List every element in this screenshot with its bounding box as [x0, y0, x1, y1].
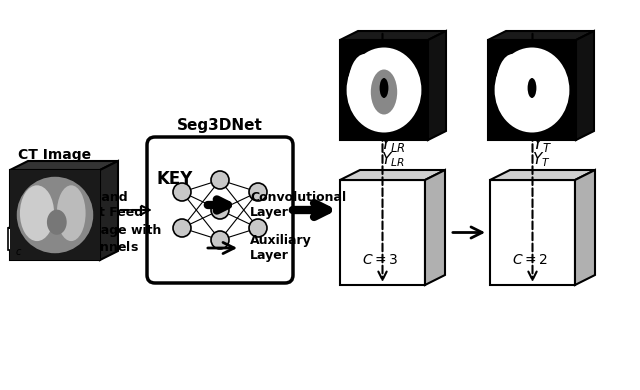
Text: KEY: KEY	[157, 170, 193, 188]
Polygon shape	[10, 161, 118, 170]
Polygon shape	[8, 224, 38, 228]
Polygon shape	[425, 170, 445, 285]
Polygon shape	[30, 224, 38, 250]
Text: $C = 2$: $C = 2$	[513, 253, 548, 267]
Circle shape	[249, 183, 267, 201]
Polygon shape	[340, 40, 428, 140]
Polygon shape	[340, 170, 445, 180]
Polygon shape	[100, 161, 118, 260]
Polygon shape	[10, 170, 100, 260]
Text: $c$: $c$	[15, 247, 22, 257]
Polygon shape	[490, 170, 595, 180]
Polygon shape	[488, 31, 594, 40]
Circle shape	[173, 219, 191, 237]
FancyBboxPatch shape	[147, 137, 293, 283]
Text: $\hat{Y}_{LR}$: $\hat{Y}_{LR}$	[380, 128, 405, 155]
Text: Seg3DNet: Seg3DNet	[177, 118, 263, 133]
Text: CT Image: CT Image	[19, 148, 92, 162]
Circle shape	[173, 183, 191, 201]
Polygon shape	[575, 170, 595, 285]
Text: $Y_{LR}$: $Y_{LR}$	[381, 150, 405, 169]
Polygon shape	[8, 228, 30, 250]
Polygon shape	[576, 31, 594, 140]
Text: 3D Image with
$C$ Channels: 3D Image with $C$ Channels	[60, 224, 161, 254]
Text: $\hat{Y}_{T}$: $\hat{Y}_{T}$	[532, 128, 552, 155]
Polygon shape	[340, 180, 425, 285]
Polygon shape	[488, 40, 576, 140]
Circle shape	[211, 171, 229, 189]
Polygon shape	[340, 31, 446, 40]
Circle shape	[211, 231, 229, 249]
Circle shape	[211, 201, 229, 219]
Polygon shape	[428, 31, 446, 140]
Text: Input and
Target Feed: Input and Target Feed	[60, 191, 143, 219]
Text: Auxiliary
Layer: Auxiliary Layer	[250, 234, 312, 262]
Text: $C = 3$: $C = 3$	[362, 253, 399, 267]
Polygon shape	[490, 180, 575, 285]
Circle shape	[249, 219, 267, 237]
Text: $Y_{T}$: $Y_{T}$	[532, 150, 550, 169]
Text: Convolutional
Layer: Convolutional Layer	[250, 191, 346, 219]
